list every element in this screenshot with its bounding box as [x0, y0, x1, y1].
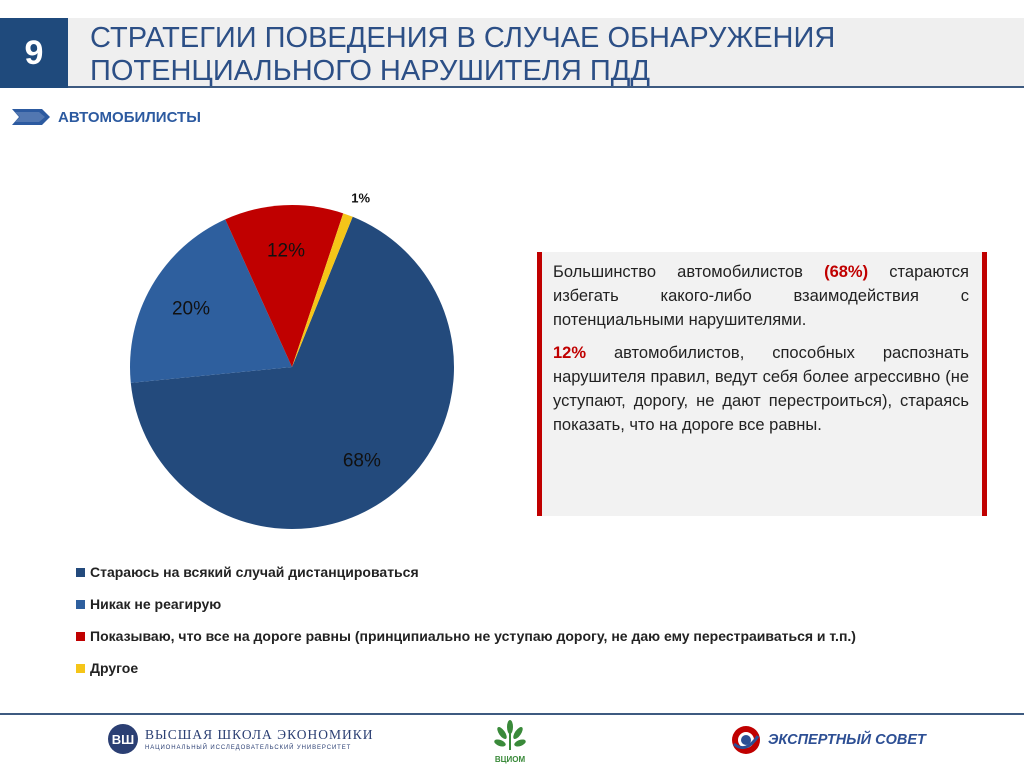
legend-item-other: Другое — [76, 652, 996, 684]
title-line-1: СТРАТЕГИИ ПОВЕДЕНИЯ В СЛУЧАЕ ОБНАРУЖЕНИЯ — [90, 22, 836, 54]
expert-council-logo: ЭКСПЕРТНЫЙ СОВЕТ — [730, 724, 926, 756]
pie-slice-distance — [130, 216, 454, 529]
section-label: АВТОМОБИЛИСТЫ — [58, 108, 201, 126]
legend-swatch — [76, 599, 85, 609]
legend-swatch — [76, 567, 85, 577]
wciom-label: ВЦИОМ — [495, 755, 526, 764]
page-title: СТРАТЕГИИ ПОВЕДЕНИЯ В СЛУЧАЕ ОБНАРУЖЕНИЯ… — [90, 22, 990, 88]
info-box: Большинство автомобилистов (68%) старают… — [537, 252, 987, 516]
section-tag: АВТОМОБИЛИСТЫ — [12, 106, 201, 128]
wciom-logo: ВЦИОМ — [494, 720, 526, 764]
legend-swatch — [76, 663, 85, 673]
info-paragraph-2: 12% автомобилистов, способных распознать… — [553, 341, 969, 437]
legend-item-equal: Показываю, что все на дороге равны (прин… — [76, 620, 996, 652]
legend-label: Стараюсь на всякий случай дистанцировать… — [90, 564, 419, 580]
pie-label-equal: 12% — [267, 241, 305, 262]
chart-legend: Стараюсь на всякий случай дистанцировать… — [76, 556, 996, 684]
hse-subtitle: НАЦИОНАЛЬНЫЙ ИССЛЕДОВАТЕЛЬСКИЙ УНИВЕРСИТ… — [145, 745, 352, 751]
hse-logo: ВШ ВЫСШАЯ ШКОЛА ЭКОНОМИКИ НАЦИОНАЛЬНЫЙ И… — [108, 724, 374, 754]
pie-slice-equal — [225, 205, 344, 367]
info-highlight: 12% — [553, 344, 587, 362]
slide-number: 9 — [0, 18, 68, 88]
expert-council-label: ЭКСПЕРТНЫЙ СОВЕТ — [768, 732, 926, 748]
legend-swatch — [76, 631, 85, 641]
legend-item-no-reaction: Никак не реагирую — [76, 588, 996, 620]
chevron-right-icon — [12, 109, 50, 125]
header-band — [0, 18, 1024, 88]
legend-label: Показываю, что все на дороге равны (прин… — [90, 628, 856, 644]
info-text: стараются избегать какого-либо взаимодей… — [553, 263, 969, 329]
footer-divider — [0, 713, 1024, 715]
legend-label: Никак не реагирую — [90, 596, 222, 612]
pie-slice-no-reaction — [129, 219, 292, 383]
legend-item-distance: Стараюсь на всякий случай дистанцировать… — [76, 556, 996, 588]
info-highlight: (68%) — [824, 263, 869, 281]
pie-slice-other — [292, 213, 353, 367]
hse-name: ВЫСШАЯ ШКОЛА ЭКОНОМИКИ — [145, 727, 374, 742]
legend-label: Другое — [90, 660, 139, 676]
info-text: автомобилистов, способных распознать нар… — [553, 344, 969, 434]
info-text: Большинство автомобилистов — [553, 263, 825, 281]
hse-emblem-icon: ВШ — [108, 724, 138, 754]
pie-label-no-reaction: 20% — [172, 299, 210, 320]
pie-label-other: 1% — [351, 191, 370, 206]
info-paragraph-1: Большинство автомобилистов (68%) старают… — [553, 260, 969, 332]
title-line-2: ПОТЕНЦИАЛЬНОГО НАРУШИТЕЛЯ ПДД — [90, 55, 650, 87]
expert-council-icon — [732, 726, 760, 754]
pie-label-distance: 68% — [343, 450, 381, 471]
